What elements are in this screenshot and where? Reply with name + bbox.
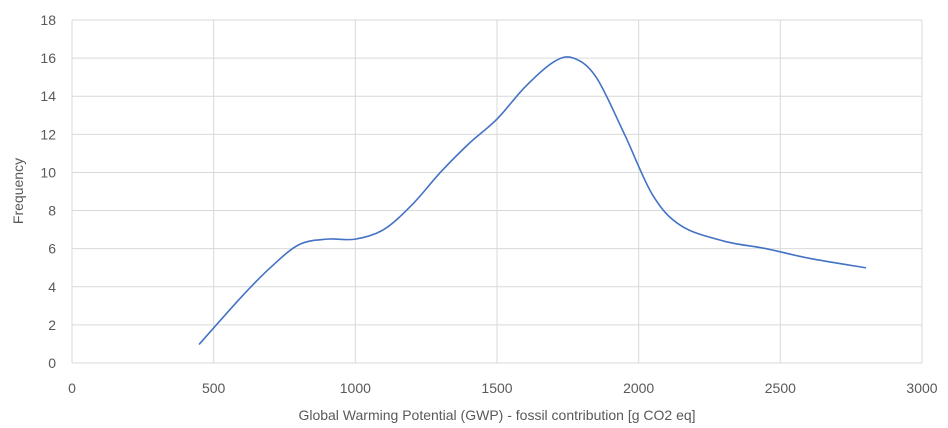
x-tick-label-1500: 1500 xyxy=(481,380,512,396)
x-tick-label-500: 500 xyxy=(202,380,226,396)
y-tick-label-14: 14 xyxy=(40,88,56,104)
x-axis-title: Global Warming Potential (GWP) - fossil … xyxy=(298,407,695,423)
y-tick-label-4: 4 xyxy=(48,279,56,295)
y-tick-label-12: 12 xyxy=(40,126,56,142)
x-tick-label-1000: 1000 xyxy=(340,380,371,396)
series-line-0 xyxy=(198,56,867,345)
y-axis-tick-labels: 0 2 4 6 8 10 12 14 16 18 xyxy=(40,12,56,371)
x-tick-label-0: 0 xyxy=(68,380,76,396)
y-tick-label-8: 8 xyxy=(48,203,56,219)
x-axis-tick-labels: 0 500 1000 1500 2000 2500 3000 xyxy=(68,380,938,396)
y-tick-label-6: 6 xyxy=(48,241,56,257)
x-tick-label-2500: 2500 xyxy=(765,380,796,396)
y-tick-label-2: 2 xyxy=(48,317,56,333)
y-tick-label-18: 18 xyxy=(40,12,56,28)
y-tick-label-16: 16 xyxy=(40,50,56,66)
y-axis-title: Frequency xyxy=(10,158,26,224)
gridlines xyxy=(71,19,923,364)
y-tick-label-10: 10 xyxy=(40,164,56,180)
x-tick-label-3000: 3000 xyxy=(906,380,937,396)
x-tick-label-2000: 2000 xyxy=(623,380,654,396)
series-layer xyxy=(198,56,867,345)
y-tick-label-0: 0 xyxy=(48,355,56,371)
